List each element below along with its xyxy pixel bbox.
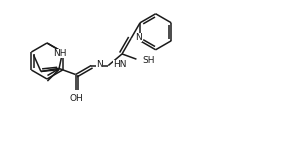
Text: HN: HN	[113, 60, 127, 69]
Text: N: N	[135, 33, 142, 42]
Text: N: N	[96, 60, 103, 69]
Text: SH: SH	[142, 56, 155, 65]
Text: OH: OH	[70, 94, 84, 103]
Text: NH: NH	[53, 49, 66, 59]
